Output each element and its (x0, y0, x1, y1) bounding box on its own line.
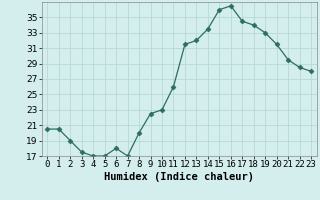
X-axis label: Humidex (Indice chaleur): Humidex (Indice chaleur) (104, 172, 254, 182)
